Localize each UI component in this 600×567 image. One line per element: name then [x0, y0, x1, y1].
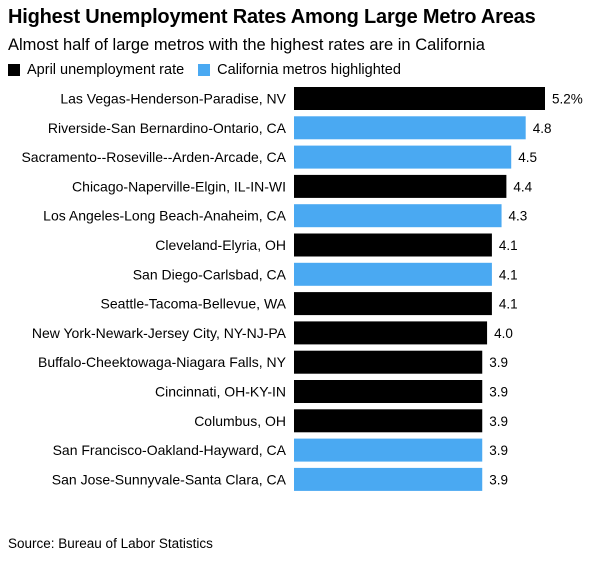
bar	[294, 292, 492, 316]
category-label: San Francisco-Oakland-Hayward, CA	[53, 442, 287, 458]
category-label: Chicago-Naperville-Elgin, IL-IN-WI	[72, 178, 286, 194]
category-label: Riverside-San Bernardino-Ontario, CA	[48, 120, 287, 136]
category-label: Cincinnati, OH-KY-IN	[155, 384, 286, 400]
legend: April unemployment rate California metro…	[8, 62, 415, 78]
category-label: New York-Newark-Jersey City, NY-NJ-PA	[32, 325, 287, 341]
chart-subtitle: Almost half of large metros with the hig…	[8, 36, 485, 54]
legend-swatch-black	[8, 64, 20, 76]
value-label: 3.9	[489, 472, 508, 487]
bar-chart: Las Vegas-Henderson-Paradise, NV 5.2% Rive…	[21, 87, 583, 491]
bar	[294, 145, 512, 169]
bar	[294, 380, 483, 403]
category-label: Sacramento--Roseville--Arden-Arcade, CA	[21, 149, 286, 165]
value-label: 4.5	[518, 150, 537, 165]
chart-title: Highest Unemployment Rates Among Large M…	[8, 6, 536, 28]
bar	[294, 204, 502, 228]
value-label: 3.9	[489, 443, 508, 458]
bar	[294, 174, 507, 198]
legend-label-california: California metros highlighted	[217, 62, 401, 78]
value-label: 3.9	[489, 414, 508, 429]
value-label: 3.9	[489, 355, 508, 370]
category-label: San Jose-Sunnyvale-Santa Clara, CA	[52, 471, 287, 487]
bar	[294, 350, 483, 374]
bar	[294, 116, 526, 140]
category-label: Las Vegas-Henderson-Paradise, NV	[60, 91, 286, 107]
bar	[294, 409, 483, 433]
value-label: 4.8	[533, 121, 552, 136]
bar	[294, 87, 545, 110]
legend-label-april-rate: April unemployment rate	[27, 62, 185, 78]
category-label: Seattle-Tacoma-Bellevue, WA	[101, 296, 287, 312]
value-label: 4.1	[499, 267, 518, 282]
value-label: 5.2%	[552, 92, 583, 107]
category-label: San Diego-Carlsbad, CA	[133, 266, 287, 282]
legend-item-april-rate: April unemployment rate	[8, 62, 184, 78]
source-note: Source: Bureau of Labor Statistics	[8, 536, 213, 551]
legend-swatch-blue	[198, 64, 211, 76]
value-label: 4.4	[513, 179, 532, 194]
value-label: 3.9	[489, 385, 508, 400]
value-label: 4.1	[499, 238, 518, 253]
legend-item-california: California metros highlighted	[198, 62, 401, 78]
category-label: Buffalo-Cheektowaga-Niagara Falls, NY	[38, 354, 287, 370]
bar	[294, 438, 483, 462]
bar	[294, 467, 483, 491]
value-label: 4.3	[509, 209, 528, 224]
bar	[294, 321, 488, 345]
bar	[294, 262, 492, 286]
category-label: Columbus, OH	[194, 413, 286, 429]
category-label: Los Angeles-Long Beach-Anaheim, CA	[43, 208, 286, 224]
category-label: Cleveland-Elyria, OH	[155, 237, 286, 253]
value-label: 4.0	[494, 326, 513, 341]
value-label: 4.1	[499, 297, 518, 312]
bar	[294, 233, 492, 257]
